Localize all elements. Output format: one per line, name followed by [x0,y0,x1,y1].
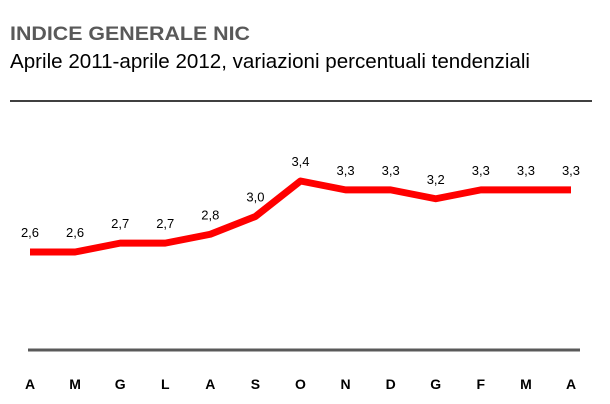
data-label: 3,3 [562,163,580,178]
x-tick-label: F [477,376,486,392]
x-tick-label: G [430,376,441,392]
data-label: 3,2 [427,172,445,187]
data-label: 2,7 [156,216,174,231]
x-tick-label: G [115,376,126,392]
series-line [30,177,571,256]
data-label: 3,3 [472,163,490,178]
data-label: 3,3 [382,163,400,178]
x-tick-label: O [295,376,306,392]
data-label: 3,3 [337,163,355,178]
chart-subtitle: Aprile 2011-aprile 2012, variazioni perc… [10,51,530,73]
x-tick-label: N [341,376,351,392]
x-tick-label: A [25,376,35,392]
data-label: 3,0 [246,190,264,205]
data-label: 2,8 [201,207,219,222]
chart-title: INDICE GENERALE NIC [10,24,250,45]
x-tick-label: M [69,376,81,392]
data-label: 3,3 [517,163,535,178]
x-tick-label: L [161,376,170,392]
x-tick-label: A [205,376,215,392]
data-label: 2,7 [111,216,129,231]
x-tick-label: S [251,376,260,392]
data-label: 2,6 [21,225,39,240]
x-tick-label: D [386,376,396,392]
data-label: 2,6 [66,225,84,240]
data-label: 3,4 [291,154,309,169]
x-tick-label: A [566,376,576,392]
x-tick-label: M [520,376,532,392]
